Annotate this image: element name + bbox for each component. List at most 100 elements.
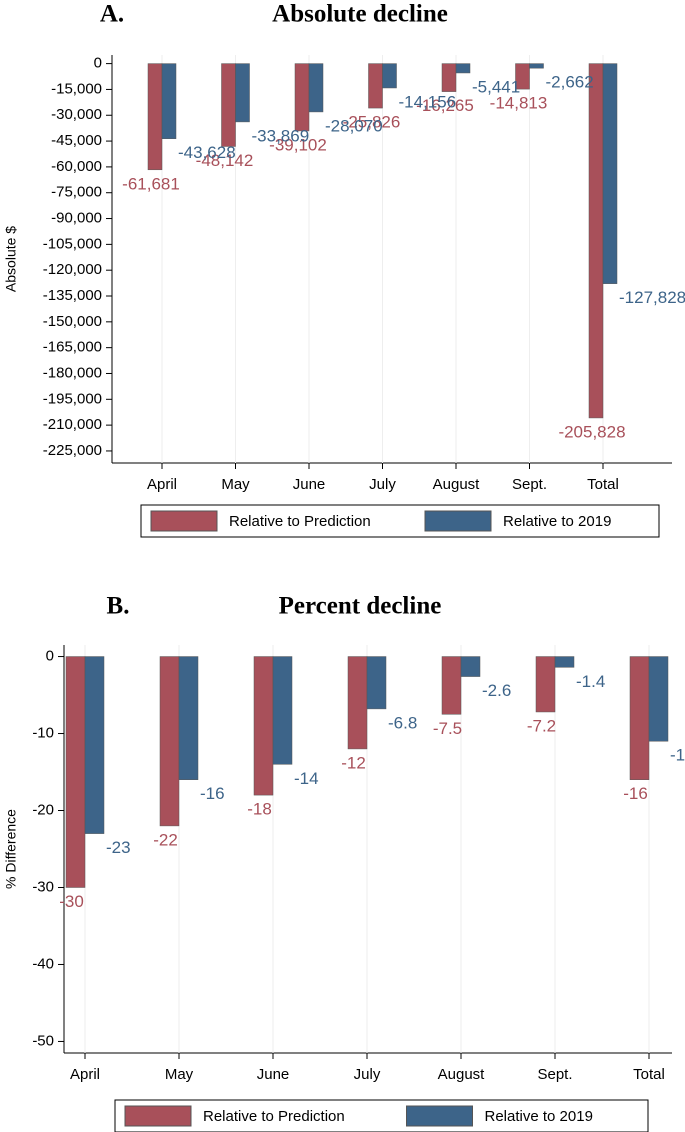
y-tick-label: 0: [46, 648, 54, 665]
chart-title: Absolute decline: [272, 1, 448, 28]
y-tick-label: -120,000: [43, 261, 102, 278]
legend-swatch: [124, 1105, 192, 1127]
y-tick-label: -150,000: [43, 313, 102, 330]
bar: [366, 656, 387, 710]
value-label: -25,826: [343, 113, 401, 132]
legend-label: Relative to 2019: [503, 513, 611, 530]
panel-label: A.: [100, 1, 124, 28]
bar: [629, 656, 650, 780]
legend-label: Relative to Prediction: [229, 513, 371, 530]
y-tick-label: -135,000: [43, 287, 102, 304]
value-label: -2,662: [546, 73, 594, 92]
y-tick-label: -105,000: [43, 235, 102, 252]
bar: [147, 63, 163, 171]
legend-swatch: [150, 510, 218, 532]
x-tick-label: July: [369, 476, 396, 493]
x-tick-label: April: [147, 476, 177, 493]
value-label: -16: [200, 784, 225, 803]
bar: [648, 656, 669, 742]
y-tick-label: -20: [32, 801, 54, 818]
value-label: -61,681: [122, 174, 180, 193]
y-tick-label: -45,000: [51, 132, 102, 149]
bar: [235, 63, 250, 123]
legend-label: Relative to Prediction: [203, 1108, 345, 1125]
bar: [588, 63, 604, 419]
value-label: -1.4: [576, 672, 605, 691]
legend-swatch: [406, 1105, 473, 1127]
bar: [602, 63, 618, 284]
bar: [84, 656, 105, 834]
bar: [159, 656, 180, 827]
value-label: -23: [106, 838, 131, 857]
value-label: -5,441: [472, 77, 520, 96]
bar: [460, 656, 481, 677]
legend-swatch: [424, 510, 492, 532]
x-tick-label: Sept.: [512, 476, 547, 493]
legend: Relative to Prediction Relative to 2019: [140, 504, 660, 538]
bar: [221, 63, 236, 147]
y-axis-label: % Difference: [3, 809, 19, 889]
value-label: -11: [670, 746, 685, 765]
y-tick-label: -225,000: [43, 442, 102, 459]
bar: [65, 656, 86, 888]
y-tick-label: -15,000: [51, 80, 102, 97]
y-tick-label: -40: [32, 955, 54, 972]
x-tick-label: May: [165, 1066, 194, 1083]
bar: [178, 656, 199, 780]
legend-frame: [140, 504, 660, 538]
panel-label: B.: [107, 593, 130, 620]
y-tick-label: -180,000: [43, 364, 102, 381]
bar: [382, 63, 397, 89]
bar: [347, 656, 368, 750]
x-tick-label: Sept.: [537, 1066, 572, 1083]
x-tick-label: June: [293, 476, 326, 493]
legend: Relative to Prediction Relative to 2019: [114, 1099, 649, 1132]
value-label: -14,156: [399, 92, 457, 111]
bar: [441, 656, 462, 715]
x-tick-label: August: [438, 1066, 486, 1083]
y-tick-label: -195,000: [43, 390, 102, 407]
y-tick-label: -165,000: [43, 339, 102, 356]
value-label: -43,628: [178, 143, 236, 162]
chart-title: Percent decline: [279, 593, 442, 620]
y-axis-label: Absolute $: [3, 226, 19, 292]
value-label: -48,142: [196, 151, 254, 170]
bar: [455, 63, 471, 74]
bar: [529, 63, 544, 69]
value-label: -16,265: [416, 96, 474, 115]
bar: [515, 63, 530, 90]
value-label: -30: [59, 892, 84, 911]
value-label: -18: [247, 800, 272, 819]
value-label: -127,828: [619, 288, 685, 307]
value-label: -22: [153, 830, 178, 849]
panel: B. Percent decline % Difference 0 -10 -20 -30 -…: [3, 593, 685, 1132]
y-tick-label: -30,000: [51, 106, 102, 123]
y-tick-label: -50: [32, 1032, 54, 1049]
bar: [554, 656, 575, 668]
x-tick-label: August: [433, 476, 481, 493]
value-label: -14: [294, 769, 319, 788]
x-tick-label: Total: [633, 1066, 665, 1083]
value-label: -14,813: [490, 94, 548, 113]
bar: [368, 63, 383, 109]
value-label: -28,070: [325, 116, 383, 135]
value-label: -6.8: [388, 713, 417, 732]
x-tick-label: April: [70, 1066, 100, 1083]
legend-label: Relative to 2019: [485, 1108, 593, 1125]
bar: [535, 656, 556, 713]
x-tick-label: July: [354, 1066, 381, 1083]
bar: [272, 656, 293, 765]
x-tick-label: May: [221, 476, 250, 493]
value-label: -2.6: [482, 681, 511, 700]
value-label: -16: [623, 784, 648, 803]
y-tick-label: -90,000: [51, 210, 102, 227]
bar: [253, 656, 274, 796]
value-label: -12: [341, 753, 366, 772]
panel: A. Absolute decline Absolute $ 0 -15,000 -30,…: [3, 1, 685, 538]
y-tick-label: 0: [94, 55, 102, 72]
bar: [161, 63, 177, 139]
x-tick-label: June: [257, 1066, 290, 1083]
bar: [294, 63, 310, 132]
y-tick-label: -10: [32, 724, 54, 741]
